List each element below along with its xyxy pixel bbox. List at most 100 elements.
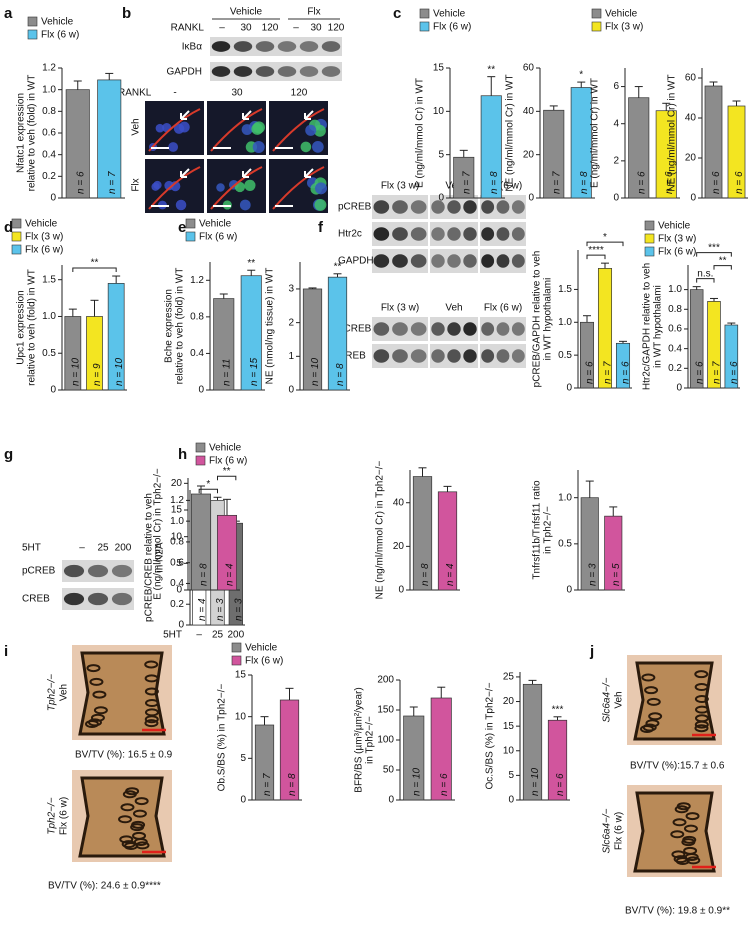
- nucleus: [314, 198, 327, 211]
- trabecula: [683, 824, 698, 833]
- bar-n-label: n = 6: [621, 361, 632, 384]
- significance: *: [579, 70, 583, 81]
- row-label: Htr2c: [338, 229, 362, 240]
- row-label: CREB: [22, 594, 50, 605]
- y-axis-label: E (ng/ml/mmol Cr) in Tph2−/−: [153, 468, 164, 600]
- y-tick-label: 0: [690, 193, 696, 204]
- trabecula: [132, 831, 147, 840]
- bar-n-label: n = 8: [420, 563, 431, 586]
- y-tick-label: 20: [523, 149, 535, 160]
- nucleus: [239, 199, 251, 211]
- bracket: [586, 241, 624, 247]
- genotype-label: Slc6a4−/−: [602, 677, 613, 722]
- band: [87, 564, 109, 578]
- group-label: Vehicle: [230, 7, 263, 18]
- y-axis-label: in WT hypothalami: [543, 278, 554, 361]
- lane-label: 30: [240, 23, 252, 34]
- y-tick-label: 0.8: [42, 106, 56, 117]
- legend-swatch: [644, 233, 655, 244]
- legend-label: Vehicle: [245, 643, 278, 654]
- bar-n-label: n = 10: [530, 767, 541, 796]
- y-axis-label: Upc1 expression: [16, 290, 27, 364]
- legend-label: Flx (6 w): [658, 247, 696, 258]
- x-axis-label: 5HT: [163, 630, 182, 641]
- y-tick-label: 1.0: [170, 516, 184, 527]
- nucleus: [175, 199, 187, 211]
- y-tick-label: 1.0: [668, 284, 682, 295]
- band: [511, 227, 525, 241]
- trabecula: [694, 724, 709, 733]
- trabecula: [694, 720, 709, 729]
- trabecula: [144, 698, 159, 707]
- panel-letter: j: [589, 643, 594, 660]
- measure-label: BV/TV (%): 16.5 ± 0.9: [75, 750, 173, 761]
- column-label: 120: [291, 88, 308, 99]
- bar-n-label: n = 3: [215, 598, 226, 621]
- row-label: Veh: [131, 118, 142, 135]
- legend-label: Vehicle: [209, 443, 242, 454]
- y-tick-label: 1.0: [42, 311, 56, 322]
- y-tick-label: 10: [503, 745, 515, 756]
- trabecula: [644, 686, 659, 695]
- y-tick-label: 20: [171, 478, 183, 489]
- panel-letter: f: [318, 219, 324, 236]
- band: [373, 227, 390, 241]
- y-tick-label: 0.8: [190, 311, 204, 322]
- significance: **: [487, 64, 495, 75]
- y-axis-label: NE (ng/ml/mmol Cr) in WT: [505, 74, 516, 191]
- bar-n-label: n = 4: [225, 563, 236, 586]
- group-label: Flx (3 w): [381, 303, 419, 314]
- y-tick-label: 0: [176, 585, 182, 596]
- y-tick-label: 25: [503, 672, 515, 683]
- membrane: [148, 108, 201, 152]
- arrow: [304, 168, 314, 178]
- band: [481, 254, 495, 268]
- band: [410, 200, 427, 214]
- band: [299, 66, 319, 77]
- trabecula: [119, 835, 134, 844]
- band: [447, 200, 461, 214]
- lane-label: 200: [115, 543, 132, 554]
- y-tick-label: 15: [235, 670, 247, 681]
- band: [463, 254, 477, 268]
- y-tick-label: 10: [171, 531, 183, 542]
- trabecula: [672, 818, 687, 827]
- y-tick-label: 60: [523, 63, 535, 74]
- group-label: Flx (6 w): [484, 181, 522, 192]
- y-tick-label: 20: [503, 696, 515, 707]
- lane-label: 120: [328, 23, 345, 34]
- y-tick-label: 0: [528, 193, 534, 204]
- row-label: pCREB: [338, 202, 372, 213]
- y-axis-label: NE (nmol/ng tissue) in WT: [265, 268, 276, 385]
- trabecula: [93, 706, 108, 715]
- y-tick-label: 0.4: [668, 343, 682, 354]
- arrow: [180, 168, 190, 178]
- trabecula: [89, 677, 104, 686]
- lane-label: –: [79, 543, 85, 554]
- membrane: [148, 166, 201, 210]
- panel-letter: b: [122, 5, 131, 22]
- legend-swatch: [591, 21, 602, 32]
- y-tick-label: 0.5: [558, 538, 572, 549]
- band: [447, 254, 461, 268]
- bar-n-label: n = 6: [694, 361, 705, 384]
- treatment-label: RANKL: [118, 88, 152, 99]
- panel-letter: h: [178, 446, 187, 463]
- significance: ***: [552, 704, 564, 715]
- y-axis-label: Oc.S/BS (%) in Tph2−/−: [485, 682, 496, 789]
- legend-label: Vehicle: [199, 219, 232, 230]
- legend-swatch: [11, 231, 22, 242]
- band: [463, 200, 477, 214]
- band: [463, 349, 477, 363]
- significance: ****: [588, 245, 604, 256]
- row-label: IκBα: [182, 42, 202, 53]
- nucleus: [157, 200, 167, 210]
- treatment-label: RANKL: [171, 23, 205, 34]
- band: [373, 322, 390, 336]
- y-tick-label: 5: [438, 149, 444, 160]
- y-tick-label: 40: [685, 113, 697, 124]
- band: [447, 322, 461, 336]
- legend-swatch: [591, 8, 602, 19]
- band: [392, 200, 408, 214]
